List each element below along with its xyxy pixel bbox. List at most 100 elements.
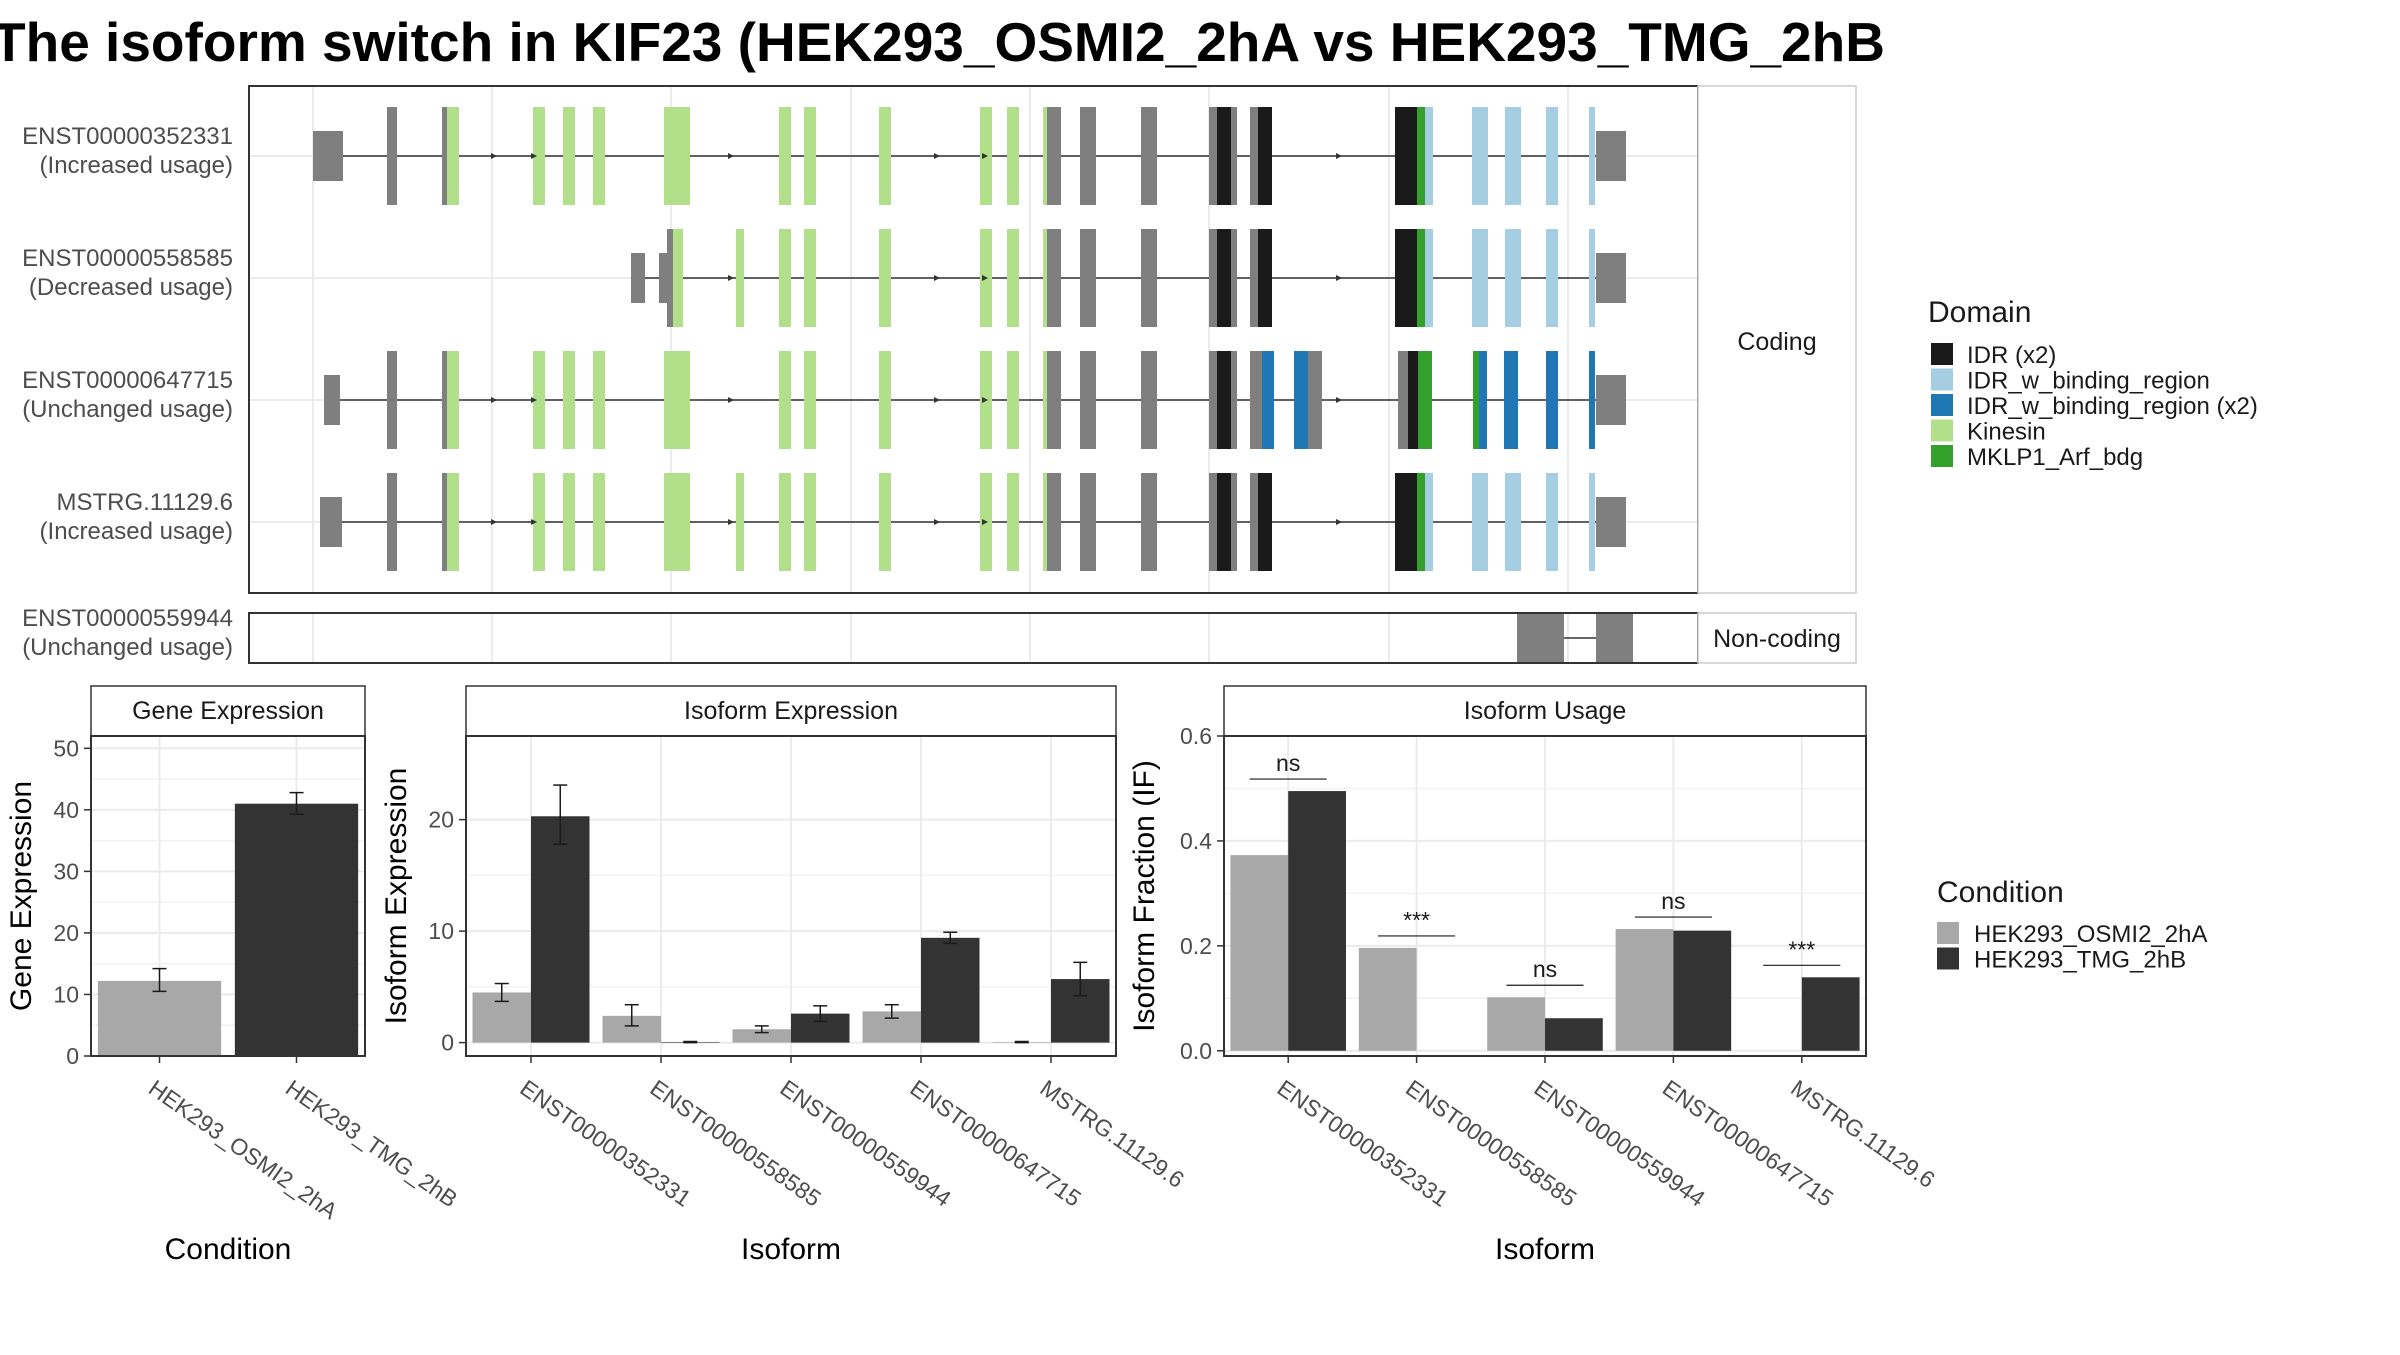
- exon-block: [1546, 229, 1558, 327]
- significance-label: ns: [1533, 956, 1557, 982]
- panel-title: Gene Expression: [132, 697, 324, 725]
- exon-block: [1425, 107, 1433, 205]
- exon-block: [1417, 107, 1425, 205]
- y-axis-title: Isoform Expression: [380, 768, 413, 1025]
- y-tick-label: 40: [53, 797, 79, 823]
- exon-block: [593, 473, 605, 571]
- domain-legend-title: Domain: [1928, 296, 2031, 329]
- x-axis-title: Isoform: [741, 1233, 841, 1266]
- exon-block: [1217, 107, 1231, 205]
- exon-block: [1589, 229, 1595, 327]
- strand-arrow: [1336, 153, 1342, 159]
- strand-arrow: [1336, 275, 1342, 281]
- strand-arrow: [728, 519, 734, 525]
- exon-block: [1589, 107, 1595, 205]
- strand-arrow: [1336, 519, 1342, 525]
- exon-block: [1472, 473, 1488, 571]
- exon-block: [804, 229, 816, 327]
- y-tick-label: 0.2: [1180, 933, 1212, 959]
- exon-block: [1258, 473, 1272, 571]
- exon-block: [1546, 107, 1558, 205]
- exon-block: [533, 107, 545, 205]
- exon-block: [1043, 473, 1047, 571]
- exon-block: [447, 107, 459, 205]
- transcript-status-label: (Decreased usage): [29, 274, 233, 301]
- noncoding-strip-label: Non-coding: [1713, 625, 1841, 653]
- exon-block: [1258, 107, 1272, 205]
- significance-label: ***: [1403, 907, 1430, 933]
- panel-border: [1223, 735, 1867, 1057]
- exon-block: [664, 107, 690, 205]
- exon-block: [1596, 253, 1626, 303]
- exon-block: [1398, 351, 1408, 449]
- exon-block: [1080, 229, 1096, 327]
- significance-label: ns: [1661, 888, 1685, 914]
- y-tick-label: 50: [53, 735, 79, 761]
- strand-arrow: [531, 153, 537, 159]
- condition-legend-key: [1937, 922, 1959, 944]
- strand-arrow: [728, 397, 734, 403]
- exon-block: [1504, 351, 1518, 449]
- exon-block: [1080, 473, 1096, 571]
- exon-block: [1231, 351, 1237, 449]
- exon-block: [1209, 351, 1217, 449]
- strand-arrow: [491, 397, 497, 403]
- domain-legend-label: MKLP1_Arf_bdg: [1967, 444, 2143, 471]
- strand-arrow: [491, 153, 497, 159]
- exon-block: [804, 351, 816, 449]
- exon-block: [879, 229, 891, 327]
- exon-block: [664, 473, 690, 571]
- exon-block: [1294, 351, 1308, 449]
- strand-arrow: [934, 397, 940, 403]
- exon-block: [387, 351, 397, 449]
- transcript-status-label: (Increased usage): [40, 518, 233, 545]
- transcript-id-label: ENST00000558585: [22, 245, 233, 272]
- exon-block: [1043, 107, 1047, 205]
- exon-block: [1250, 473, 1258, 571]
- exon-block: [1517, 614, 1564, 662]
- exon-block: [1505, 229, 1521, 327]
- exon-block: [1308, 351, 1322, 449]
- exon-block: [879, 107, 891, 205]
- y-tick-label: 0.6: [1180, 723, 1212, 749]
- y-tick-label: 0.4: [1180, 828, 1212, 854]
- exon-block: [1395, 107, 1417, 205]
- exon-block: [320, 497, 342, 547]
- y-tick-label: 30: [53, 858, 79, 884]
- exon-block: [533, 473, 545, 571]
- exon-block: [1472, 229, 1488, 327]
- bar: [97, 980, 222, 1056]
- domain-legend-key: [1931, 368, 1953, 391]
- y-axis-title: Gene Expression: [5, 781, 38, 1011]
- strand-arrow: [531, 519, 537, 525]
- exon-block: [1007, 473, 1019, 571]
- strand-arrow: [728, 275, 734, 281]
- bar: [921, 937, 980, 1043]
- exon-block: [804, 107, 816, 205]
- y-tick-label: 20: [428, 807, 454, 833]
- exon-block: [779, 473, 791, 571]
- exon-block: [1080, 351, 1096, 449]
- exon-block: [1141, 351, 1157, 449]
- exon-block: [1395, 229, 1417, 327]
- domain-legend-key: [1931, 394, 1953, 416]
- bar: [234, 803, 359, 1056]
- transcript-status-label: (Unchanged usage): [22, 396, 233, 423]
- exon-block: [447, 351, 459, 449]
- y-tick-label: 0: [66, 1043, 79, 1069]
- exon-block: [779, 229, 791, 327]
- exon-block: [1589, 473, 1595, 571]
- exon-block: [1262, 351, 1274, 449]
- bar: [1801, 977, 1860, 1051]
- exon-block: [1141, 473, 1157, 571]
- exon-block: [631, 253, 645, 303]
- bar: [1358, 947, 1417, 1051]
- y-tick-label: 10: [428, 918, 454, 944]
- exon-block: [879, 351, 891, 449]
- bar: [1545, 1018, 1603, 1051]
- exon-block: [593, 351, 605, 449]
- y-tick-label: 10: [53, 981, 79, 1007]
- domain-legend-key: [1931, 419, 1953, 442]
- exon-block: [736, 473, 744, 571]
